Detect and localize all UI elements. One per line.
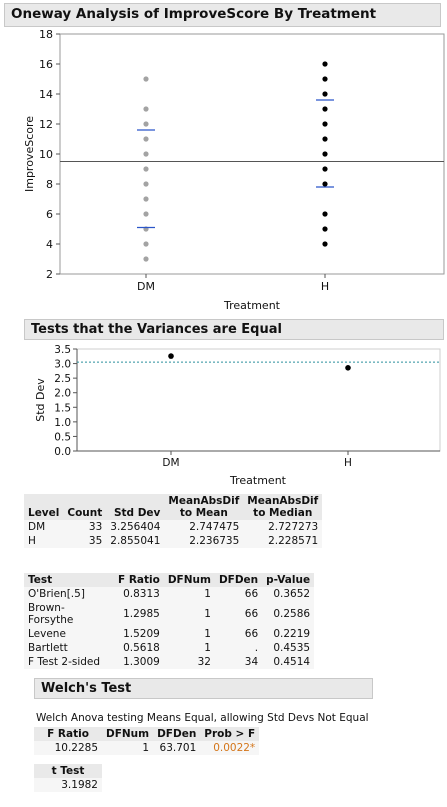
- data-point-h: [322, 121, 328, 127]
- y-tick-label: 8: [46, 178, 53, 191]
- table-row: H 35 2.855041 2.236735 2.228571: [24, 534, 323, 548]
- col-welch-prob: Prob > F: [200, 727, 260, 741]
- welch-table: F Ratio DFNum DFDen Prob > F 10.2285 1 6…: [34, 727, 260, 755]
- welch-title: Welch's Test: [41, 681, 132, 696]
- data-point-h: [322, 211, 328, 217]
- y-tick-label: 3.5: [54, 344, 71, 356]
- col-f-ratio: F Ratio: [114, 573, 164, 587]
- col-welch-dfden: DFDen: [153, 727, 201, 741]
- data-point-h: [322, 226, 328, 232]
- std-dev-chart: 0.0 0.5 1.0 1.5 2.0 2.5 3.0 3.5 DM H Treatment Std …: [34, 344, 441, 487]
- y-tick-label: 14: [39, 88, 53, 101]
- data-point-dm: [143, 136, 149, 142]
- col-count: Count: [63, 494, 107, 520]
- data-point-h: [322, 76, 328, 82]
- data-point-dm: [143, 121, 149, 127]
- data-point-dm: [143, 76, 149, 82]
- t-test-table: t Test 3.1982: [34, 764, 102, 792]
- col-std: Std Dev: [106, 494, 165, 520]
- y-tick-label: 18: [39, 28, 53, 41]
- y-tick-label: 1.5: [54, 402, 71, 414]
- variance-test-table: Test F Ratio DFNum DFDen p-Value O'Brien…: [24, 573, 315, 669]
- table-row: Bartlett 0.5618 1 . 0.4535: [24, 641, 315, 655]
- col-welch-f: F Ratio: [34, 727, 102, 741]
- std-dev-point-dm: [168, 353, 174, 359]
- data-point-h: [322, 166, 328, 172]
- data-point-dm: [143, 151, 149, 157]
- y-tick-label: 0.5: [54, 431, 71, 443]
- x-axis-label: Treatment: [223, 299, 281, 312]
- table-row: F Test 2-sided 1.3009 32 34 0.4514: [24, 655, 315, 669]
- y-tick-label: 12: [39, 118, 53, 131]
- table-row: Levene 1.5209 1 66 0.2219: [24, 627, 315, 641]
- col-mad-median: MeanAbsDif to Median: [243, 494, 323, 520]
- data-point-h: [322, 91, 328, 97]
- level-table: Level Count Std Dev MeanAbsDif to Mean Me…: [24, 494, 323, 548]
- col-dfnum: DFNum: [163, 573, 215, 587]
- data-point-h: [322, 136, 328, 142]
- table-row: 3.1982: [34, 778, 102, 792]
- col-p-value: p-Value: [262, 573, 315, 587]
- y-tick-label: 6: [46, 208, 53, 221]
- oneway-chart: 2 4 6 8 10 12 14 16 18 DM H Treatment ImproveScore: [23, 28, 445, 312]
- data-point-h: [322, 181, 328, 187]
- y-tick-label: 16: [39, 58, 53, 71]
- col-dfden: DFDen: [214, 573, 263, 587]
- table-row: Brown-Forsythe 1.2985 1 66 0.2586: [24, 601, 315, 627]
- data-point-h: [322, 61, 328, 67]
- x-tick-label: DM: [137, 280, 155, 293]
- col-t-test: t Test: [34, 764, 102, 778]
- data-point-dm: [143, 106, 149, 112]
- data-point-h: [322, 106, 328, 112]
- data-point-dm: [143, 196, 149, 202]
- x-axis-label: Treatment: [229, 474, 287, 487]
- std-dev-point-h: [345, 364, 351, 371]
- y-tick-label: 0.0: [54, 446, 71, 458]
- data-point-dm: [143, 256, 149, 262]
- y-tick-label: 1.0: [54, 417, 71, 429]
- x-tick-label: DM: [162, 457, 179, 469]
- col-level: Level: [24, 494, 64, 520]
- data-point-h: [322, 241, 328, 247]
- data-point-h: [322, 151, 328, 157]
- welch-header[interactable]: Welch's Test: [34, 678, 373, 699]
- data-point-dm: [143, 211, 149, 217]
- y-tick-label: 4: [46, 238, 53, 251]
- variance-header[interactable]: Tests that the Variances are Equal: [24, 319, 444, 340]
- y-axis-label: ImproveScore: [23, 116, 36, 192]
- table-row: 10.2285 1 63.701 0.0022*: [34, 741, 260, 755]
- y-tick-label: 2.0: [54, 388, 71, 400]
- y-tick-label: 3.0: [54, 359, 71, 371]
- data-point-dm: [143, 166, 149, 172]
- data-point-dm: [143, 181, 149, 187]
- col-mad-mean: MeanAbsDif to Mean: [164, 494, 244, 520]
- x-tick-label: H: [321, 280, 329, 293]
- x-tick-label: H: [344, 457, 352, 469]
- y-axis-label: Std Dev: [34, 378, 47, 422]
- y-tick-label: 2: [46, 268, 53, 281]
- plot-frame: [76, 348, 441, 452]
- col-welch-dfnum: DFNum: [102, 727, 154, 741]
- table-row: DM 33 3.256404 2.747475 2.727273: [24, 520, 323, 534]
- welch-prob-value: 0.0022*: [200, 741, 260, 755]
- y-tick-label: 10: [39, 148, 53, 161]
- table-row: O'Brien[.5] 0.8313 1 66 0.3652: [24, 587, 315, 601]
- y-tick-label: 2.5: [54, 373, 71, 385]
- col-test: Test: [24, 573, 114, 587]
- oneway-header[interactable]: Oneway Analysis of ImproveScore By Treat…: [4, 3, 441, 27]
- variance-title: Tests that the Variances are Equal: [31, 322, 282, 337]
- plot-frame: [59, 33, 445, 275]
- oneway-title: Oneway Analysis of ImproveScore By Treat…: [11, 6, 377, 22]
- welch-note: Welch Anova testing Means Equal, allowin…: [36, 712, 369, 724]
- data-point-dm: [143, 241, 149, 247]
